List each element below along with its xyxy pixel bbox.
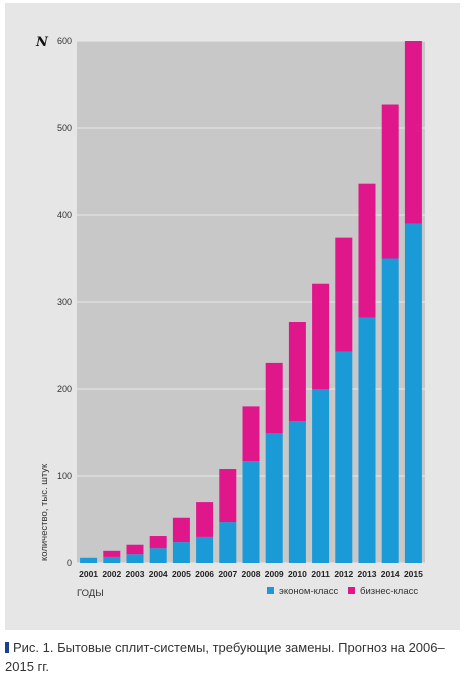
legend-label-business: бизнес-класс (360, 586, 418, 597)
bar-segment-business-2003 (126, 544, 144, 555)
bar-segment-business-2010 (288, 322, 306, 422)
bar-segment-econom-2006 (196, 536, 214, 563)
y-tick-label: 600 (57, 36, 72, 46)
bar-segment-econom-2015 (404, 223, 422, 563)
bar-segment-econom-2014 (381, 258, 399, 563)
bar-segment-business-2013 (358, 183, 376, 318)
legend-label-econom: эконом-класс (279, 586, 338, 597)
legend-swatch-econom (267, 587, 274, 594)
chart-panel: 0 100 200 300 400 500 600 2001 2002 2003 2004 2005… (5, 3, 460, 630)
bar-segment-business-2004 (149, 536, 167, 549)
bar-segment-business-2012 (335, 237, 353, 352)
x-tick-label: 2002 (102, 569, 121, 579)
legend: эконом-класс бизнес-класс (267, 586, 418, 597)
bar-segment-business-2015 (404, 41, 422, 224)
caption-text: Рис. 1. Бытовые сплит-системы, требующие… (5, 640, 445, 674)
x-tick-label: 2007 (218, 569, 237, 579)
y-tick-label: 400 (57, 210, 72, 220)
y-tick-label: 500 (57, 123, 72, 133)
bar-segment-business-2005 (172, 517, 190, 543)
bar-segment-econom-2010 (288, 421, 306, 563)
x-tick-label: 2014 (381, 569, 400, 579)
bar-chart: 0 100 200 300 400 500 600 2001 2002 2003 2004 2005… (35, 35, 425, 599)
caption-marker (5, 642, 9, 653)
x-tick-label: 2008 (242, 569, 261, 579)
y-tick-label: 100 (57, 471, 72, 481)
bar-segment-business-2006 (196, 502, 214, 537)
bar-segment-econom-2002 (103, 556, 121, 563)
bar-segment-econom-2004 (149, 548, 167, 563)
x-tick-label: 2011 (311, 569, 330, 579)
figure-caption: Рис. 1. Бытовые сплит-системы, требующие… (5, 638, 457, 676)
x-tick-label: 2001 (79, 569, 98, 579)
bar-segment-econom-2012 (335, 351, 353, 563)
bar-segment-econom-2005 (172, 542, 190, 563)
x-tick-labels: 2001 2002 2003 2004 2005 2006 2007 2008 2009 2010… (79, 569, 423, 579)
bar-segment-econom-2011 (312, 389, 330, 563)
y-tick-label: 0 (67, 558, 72, 568)
y-axis-label: количество, тыс. штук (39, 463, 50, 561)
legend-swatch-business (348, 587, 355, 594)
x-tick-label: 2015 (404, 569, 423, 579)
bar-segment-business-2002 (103, 550, 121, 557)
y-axis-symbol: N (35, 35, 49, 50)
y-tick-labels: 0 100 200 300 400 500 600 (57, 36, 72, 568)
bar-segment-business-2007 (219, 469, 237, 523)
bar-segment-econom-2007 (219, 522, 237, 563)
x-tick-label: 2010 (288, 569, 307, 579)
bar-segment-business-2014 (381, 104, 399, 259)
bar-segment-econom-2013 (358, 317, 376, 563)
y-tick-label: 300 (57, 297, 72, 307)
x-tick-label: 2005 (172, 569, 191, 579)
x-tick-label: 2006 (195, 569, 214, 579)
x-axis-label: годы (77, 588, 104, 599)
x-tick-label: 2012 (334, 569, 353, 579)
bars (80, 41, 422, 563)
x-tick-label: 2004 (149, 569, 168, 579)
x-tick-label: 2009 (265, 569, 284, 579)
bar-segment-econom-2009 (265, 433, 283, 563)
x-tick-label: 2013 (358, 569, 377, 579)
bar-segment-econom-2008 (242, 461, 260, 563)
x-tick-label: 2003 (126, 569, 145, 579)
bar-segment-business-2009 (265, 362, 283, 434)
bar-segment-econom-2001 (80, 557, 98, 563)
bar-segment-business-2011 (312, 283, 330, 389)
bar-segment-business-2008 (242, 406, 260, 462)
y-tick-label: 200 (57, 384, 72, 394)
bar-segment-econom-2003 (126, 554, 144, 563)
